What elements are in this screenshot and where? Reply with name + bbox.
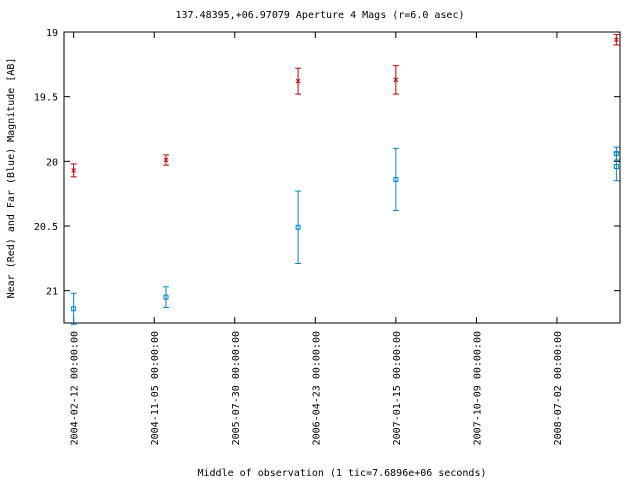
y-tick-label: 20 [46, 157, 58, 168]
x-axis: 2004-02-12 00:00:00 2004-11-05 00:00:00 20… [70, 32, 564, 445]
data-point [295, 224, 301, 230]
x-tick-label: 2004-11-05 00:00:00 [150, 331, 161, 445]
series-1 [70, 34, 620, 178]
y-tick-label: 19 [46, 28, 58, 39]
plot-frame [63, 31, 621, 324]
x-tick-label: 2007-01-15 00:00:00 [392, 331, 403, 445]
data-point [613, 164, 619, 170]
x-axis-label: Middle of observation (1 tic=7.6896e+06 … [198, 468, 487, 479]
data-point [163, 294, 169, 300]
series-2 [70, 146, 620, 325]
data-point [163, 157, 169, 163]
error-bar [162, 286, 169, 308]
data-point [393, 77, 399, 83]
error-bar [70, 292, 77, 325]
x-tick-label: 2007-10-09 00:00:00 [472, 331, 483, 445]
data-point [295, 78, 301, 84]
error-bar [613, 151, 620, 182]
y-axis-label: Near (Red) and Far (Blue) Magnitude [AB] [6, 58, 17, 299]
y-tick-label: 21 [46, 287, 58, 298]
chart-title: 137.48395,+06.97079 Aperture 4 Mags (r=6… [176, 10, 465, 21]
x-tick-label: 2006-04-23 00:00:00 [311, 331, 322, 445]
data-marks [70, 34, 620, 325]
data-point [71, 168, 77, 173]
x-tick-label: 2004-02-12 00:00:00 [70, 331, 81, 445]
y-tick-label: 19.5 [34, 93, 58, 104]
x-tick-label: 2005-07-30 00:00:00 [231, 331, 242, 445]
x-tick-label: 2008-07-02 00:00:00 [553, 331, 564, 445]
y-tick-label: 20.5 [34, 222, 58, 233]
data-point [393, 176, 399, 182]
error-bar [392, 147, 399, 211]
y-axis: 19 19.5 20 20.5 21 [34, 28, 620, 298]
data-point [614, 37, 619, 43]
error-bar [295, 190, 302, 265]
data-point [71, 306, 77, 312]
